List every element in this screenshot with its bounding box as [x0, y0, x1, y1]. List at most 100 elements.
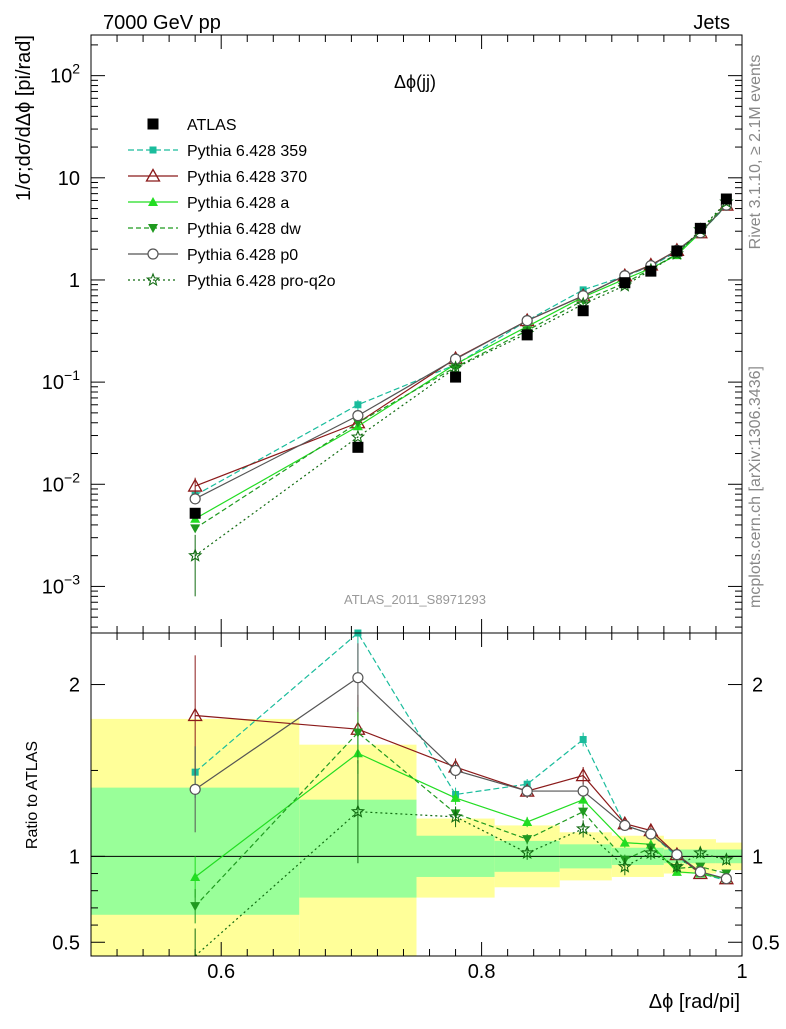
main-point — [350, 429, 366, 444]
main-series-pythia-6-428-370 — [187, 197, 734, 497]
main-point — [352, 418, 363, 428]
x-tick-label: 1 — [736, 961, 747, 983]
main-series-group — [187, 193, 734, 597]
main-y-axis-label: 1/σ;dσ/dΔϕ [pi/rad] — [13, 35, 35, 201]
y-tick-label: 10−1 — [42, 367, 80, 394]
main-point — [577, 290, 589, 302]
ratio-y-tick-label-right: 2 — [752, 675, 763, 697]
legend-marker — [148, 224, 158, 233]
ratio-point — [693, 845, 708, 860]
ratio-point — [643, 845, 659, 860]
main-line — [194, 205, 727, 496]
main-point — [189, 493, 201, 505]
legend-label: Pythia 6.428 dw — [187, 221, 301, 238]
rivet-version-label: Rivet 3.1.10, ≥ 2.1M events — [747, 55, 764, 250]
ratio-point — [189, 783, 201, 795]
legend-label: Pythia 6.428 p0 — [187, 247, 298, 264]
main-axis-ticks: 10−3 10−2 10−1 1 10 102 — [42, 35, 743, 633]
ratio-point — [449, 764, 462, 777]
legend: ATLAS Pythia 6.428 359 Pythia 6.428 370 Pyt… — [128, 117, 336, 290]
main-point — [577, 305, 589, 317]
ratio-point — [352, 672, 364, 684]
ratio-y-axis-label: Ratio to ATLAS — [24, 741, 41, 849]
y-tick-label: 102 — [50, 61, 80, 88]
main-point — [450, 371, 462, 383]
ratio-point — [350, 804, 366, 818]
ratio-y-tick-label-left: 1 — [69, 846, 80, 868]
main-point — [189, 507, 201, 519]
main-point — [521, 315, 533, 327]
legend-entry-pythia-6-428-dw: Pythia 6.428 dw — [128, 221, 301, 238]
main-point — [521, 329, 533, 341]
ratio-point — [448, 809, 463, 823]
header-left: 7000 GeV pp — [103, 12, 221, 34]
ratio-point — [187, 707, 203, 722]
main-point — [694, 222, 706, 234]
ratio-point — [617, 859, 632, 873]
main-point — [449, 353, 462, 365]
ratio-point — [619, 837, 630, 847]
analysis-id: ATLAS_2011_S8971293 — [344, 592, 486, 607]
main-point — [190, 524, 201, 534]
ratio-point — [577, 785, 589, 797]
ratio-y-tick-label-right: 1 — [752, 846, 763, 868]
legend-label: Pythia 6.428 370 — [187, 169, 307, 186]
ratio-point — [575, 767, 591, 782]
ratio-point — [669, 859, 685, 873]
legend-label: Pythia 6.428 a — [187, 195, 289, 212]
ratio-uncertainty-bands — [91, 718, 742, 956]
x-tick-label: 0.6 — [207, 961, 235, 983]
ratio-point — [522, 835, 533, 845]
ratio-point — [190, 902, 201, 912]
ratio-series-pythia-6-428-pro-q2o — [194, 760, 734, 957]
legend-label: ATLAS — [187, 117, 237, 134]
main-point — [671, 245, 683, 257]
ratio-point — [450, 792, 461, 802]
mcplots-label: mcplots.cern.ch [arXiv:1306.3436] — [747, 366, 764, 608]
main-line — [194, 201, 727, 557]
y-tick-label: 10 — [58, 168, 80, 190]
ratio-y-tick-label-left: 2 — [69, 675, 80, 697]
legend-marker — [148, 197, 158, 206]
ratio-point — [522, 816, 533, 826]
main-line — [194, 204, 727, 500]
legend-marker — [145, 168, 161, 182]
ratio-point — [521, 785, 533, 797]
main-point — [720, 193, 732, 205]
ratio-line — [194, 752, 727, 880]
main-point — [352, 410, 364, 422]
x-axis-label: Δϕ [rad/pi] — [649, 991, 740, 1013]
ratio-point — [190, 871, 201, 881]
ratio-point — [645, 828, 657, 840]
ratio-y-tick-label-left: 0.5 — [52, 932, 80, 954]
legend-label: Pythia 6.428 359 — [187, 143, 307, 160]
legend-marker — [147, 248, 159, 260]
ratio-point — [720, 873, 732, 885]
header-right: Jets — [693, 12, 730, 34]
ratio-point — [694, 866, 706, 878]
ratio-point — [578, 807, 589, 817]
main-series-atlas — [189, 193, 732, 519]
legend-entry-pythia-6-428-p0: Pythia 6.428 p0 — [128, 247, 298, 264]
legend-marker — [149, 146, 157, 154]
main-point — [645, 265, 657, 277]
ratio-point — [352, 728, 363, 738]
ratio-point — [575, 821, 591, 835]
ratio-line — [194, 731, 727, 907]
main-point — [448, 360, 463, 374]
legend-entry-pythia-6-428-370: Pythia 6.428 370 — [128, 168, 307, 186]
legend-marker — [147, 118, 159, 130]
legend-entry-pythia-6-428-359: Pythia 6.428 359 — [128, 143, 307, 160]
x-tick-label: 0.8 — [468, 961, 496, 983]
main-series-pythia-6-428-p0 — [189, 199, 732, 505]
legend-entry-pythia-6-428-a: Pythia 6.428 a — [128, 195, 289, 212]
legend-marker — [145, 272, 161, 287]
ratio-point — [719, 852, 734, 866]
main-point — [354, 401, 362, 409]
y-tick-label: 10−2 — [42, 469, 80, 496]
plot-title: Δϕ(jj) — [394, 72, 436, 92]
main-point — [352, 441, 364, 453]
legend-entry-atlas: ATLAS — [147, 117, 237, 134]
y-tick-label: 1 — [69, 270, 80, 292]
